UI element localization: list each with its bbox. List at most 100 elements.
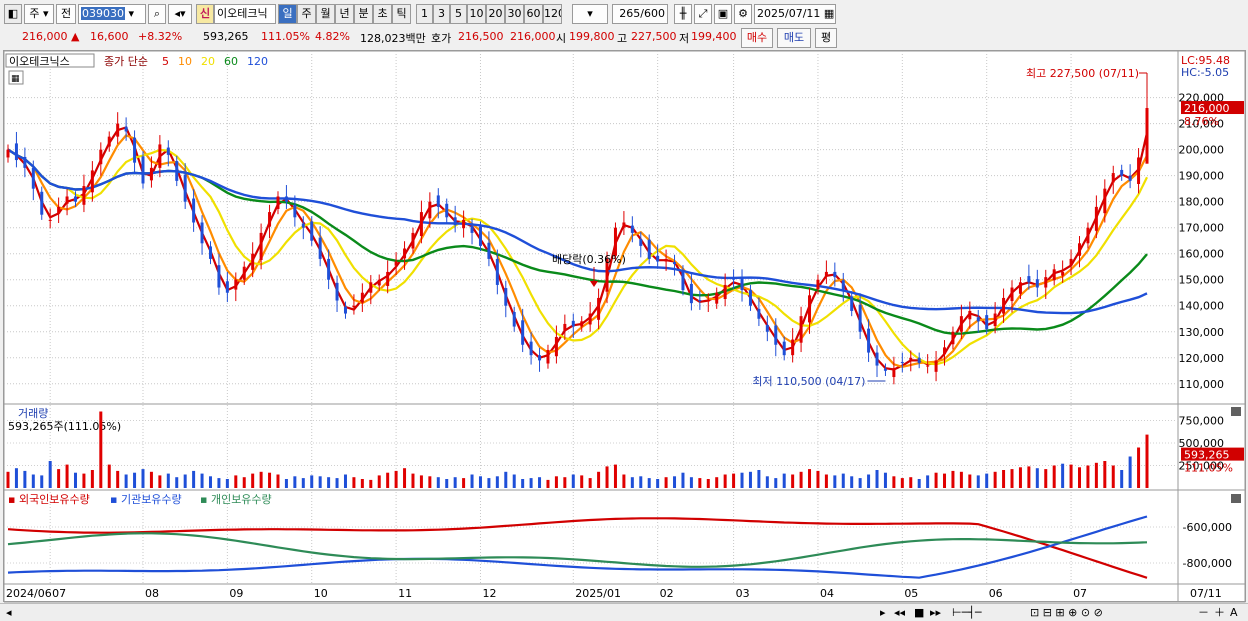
prefix-select[interactable]: 전 — [56, 4, 76, 24]
date-input[interactable]: 2025/07/11 ▦ — [754, 4, 836, 24]
volume-bar — [65, 464, 69, 488]
multiplier-tab-4[interactable]: 20 — [486, 4, 505, 24]
eval-button[interactable]: 평 — [815, 28, 837, 48]
volume-bar — [1137, 447, 1141, 488]
period-tab-3[interactable]: 년 — [335, 4, 354, 24]
price-tick-label: 140,000 — [1179, 300, 1225, 313]
price-change: 16,600 — [90, 30, 129, 43]
play-icon[interactable]: ▸▸ — [930, 606, 942, 619]
candle-body — [512, 311, 516, 327]
candle-body — [732, 278, 736, 280]
volume-bar — [639, 476, 643, 488]
candle-body — [858, 304, 862, 332]
gear-icon[interactable]: ⚙ — [734, 4, 752, 24]
volume-bar — [926, 475, 930, 488]
volume-bar — [57, 469, 61, 488]
multiplier-tab-5[interactable]: 30 — [505, 4, 524, 24]
low-label: 저 — [679, 32, 690, 45]
save-icon[interactable]: ▣ — [714, 4, 732, 24]
font-icon[interactable]: A — [1230, 606, 1238, 619]
volume-tick-label: 500,000 — [1179, 437, 1225, 450]
price-tick-label: 180,000 — [1179, 196, 1225, 209]
period-tab-1[interactable]: 주 — [297, 4, 316, 24]
rewind-icon[interactable]: ◂◂ — [894, 606, 906, 619]
buy-button[interactable]: 매수 — [741, 28, 773, 48]
count-input[interactable]: 265/600 — [612, 4, 668, 24]
high-label: 고 — [617, 32, 628, 45]
multiplier-tab-2[interactable]: 5 — [450, 4, 467, 24]
volume-bar — [538, 477, 542, 488]
layout-icons[interactable]: ⊡ ⊟ ⊞ ⊕ ⊙ ⊘ — [1030, 606, 1103, 619]
volume-bar — [445, 479, 449, 488]
candle-body — [1018, 282, 1022, 294]
foreign-holdings-line — [7, 517, 1148, 579]
sound-icon[interactable]: ◂▾ — [168, 4, 192, 24]
price-change-pct: +8.32% — [138, 30, 183, 43]
candle-body — [1111, 173, 1115, 183]
multiplier-tab-6[interactable]: 60 — [524, 4, 543, 24]
candle-body — [951, 331, 955, 345]
x-tick-label: 03 — [736, 587, 750, 600]
candle-body — [698, 300, 702, 302]
multiplier-tab-1[interactable]: 3 — [433, 4, 450, 24]
candle-body — [808, 295, 812, 323]
candle-body — [225, 281, 229, 293]
chart-menu-button[interactable]: ◧ — [4, 4, 22, 24]
chart-svg[interactable]: 220,000210,000200,000190,000180,000170,0… — [4, 51, 1247, 603]
volume-bar — [976, 475, 980, 488]
candle-body — [630, 225, 634, 233]
candle-body — [386, 271, 390, 286]
interval-select[interactable]: ▾ — [572, 4, 608, 24]
candle-body — [985, 315, 989, 330]
volume-bar — [73, 472, 77, 488]
candle-type-icon[interactable]: ╫ — [674, 4, 692, 24]
volume-bar — [715, 477, 719, 488]
volume-bar — [664, 477, 668, 488]
volume-bar — [504, 471, 508, 488]
scroll-left-icon[interactable]: ◂ — [6, 606, 12, 619]
volume-bar — [808, 469, 812, 488]
period-tab-4[interactable]: 분 — [354, 4, 373, 24]
bottom-scrollbar[interactable]: ◂ ▸ ◂◂ ■ ▸▸ ⊢─┤─ ⊡ ⊟ ⊞ ⊕ ⊙ ⊘ － ＋ A — [0, 603, 1248, 621]
zoom-in-icon[interactable]: ＋ — [1214, 606, 1225, 619]
candle-body — [757, 308, 761, 319]
line-tool-icon[interactable]: ⤢ — [694, 4, 712, 24]
dividend-arrowhead — [590, 281, 598, 287]
volume-bar — [242, 477, 246, 488]
volume-bar — [31, 474, 35, 488]
period-tab-2[interactable]: 월 — [316, 4, 335, 24]
stop-icon[interactable]: ■ — [914, 606, 925, 619]
search-icon[interactable]: ⌕ — [148, 4, 166, 24]
multiplier-tab-0[interactable]: 1 — [416, 4, 433, 24]
multiplier-tab-3[interactable]: 10 — [467, 4, 486, 24]
volume-bar — [597, 471, 601, 488]
period-tab-0[interactable]: 일 — [278, 4, 297, 24]
multiplier-tab-7[interactable]: 120 — [543, 4, 562, 24]
candle-body — [546, 349, 550, 364]
candle-body — [816, 279, 820, 290]
period-tab-6[interactable]: 틱 — [392, 4, 411, 24]
candle-body — [23, 156, 27, 168]
candle-body — [82, 186, 86, 205]
chart-frame — [4, 51, 1246, 603]
scroll-right-icon[interactable]: ▸ — [880, 606, 886, 619]
candle-body — [14, 143, 18, 161]
chart-area[interactable]: 220,000 210,000 200,000 190,000 180,000 170,0… — [3, 50, 1247, 603]
candle-body — [622, 222, 626, 228]
volume-bar — [48, 461, 52, 488]
candle-body — [133, 137, 137, 163]
volume-bar — [858, 478, 862, 488]
candle-body — [175, 161, 179, 181]
zoom-slider[interactable]: ⊢─┤─ — [952, 606, 982, 619]
volume-bar — [478, 476, 482, 488]
volume-bar — [841, 473, 845, 488]
stock-code-input[interactable]: 039030 ▾ — [78, 4, 146, 24]
volume-bar — [133, 472, 137, 488]
zoom-out-icon[interactable]: － — [1198, 606, 1209, 619]
candle-body — [6, 149, 10, 158]
period-tab-5[interactable]: 초 — [373, 4, 392, 24]
sell-button[interactable]: 매도 — [777, 28, 811, 48]
market-select[interactable]: 주 ▾ — [24, 4, 54, 24]
candle-body — [1086, 227, 1090, 244]
volume-bar — [14, 468, 18, 488]
